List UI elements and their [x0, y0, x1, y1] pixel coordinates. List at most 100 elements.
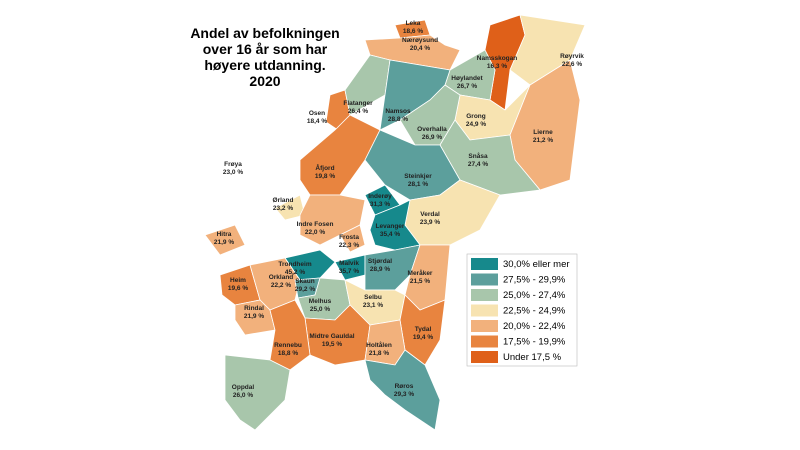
municipality-value: 26,9 %	[422, 134, 442, 141]
legend-swatch	[471, 335, 498, 348]
legend-swatch	[471, 289, 498, 301]
municipality-label: Verdal 23,9 %	[420, 211, 440, 226]
title-line: høyere utdanning.	[204, 57, 325, 73]
municipality-value: 18,4 %	[307, 118, 327, 125]
municipality-area	[339, 224, 366, 253]
municipality-label: Hitra 21,9 %	[214, 231, 234, 246]
municipality-name: Trondheim	[278, 261, 311, 268]
legend-label: 20,0% - 22,4%	[503, 321, 566, 332]
municipality-name: Oppdal	[232, 384, 255, 391]
municipality-name: Ørland	[273, 197, 294, 204]
municipality-value: 23,0 %	[223, 169, 243, 176]
legend-label: 17,5% - 19,9%	[503, 337, 566, 348]
municipality-name: Osen	[309, 110, 325, 117]
title-line: Andel av befolkningen	[190, 25, 339, 41]
municipality-area	[364, 349, 441, 431]
legend-swatch	[471, 273, 498, 286]
municipality-name: Rennebu	[274, 342, 302, 349]
map-areas	[204, 14, 586, 431]
municipality-name: Tydal	[415, 326, 432, 333]
municipality-name: Indre Fosen	[297, 221, 334, 228]
municipality-value: 23,9 %	[420, 219, 440, 226]
municipality-label: Steinkjer 28,1 %	[404, 173, 432, 188]
municipality-value: 19,4 %	[413, 334, 433, 341]
municipality-value: 21,9 %	[214, 239, 234, 246]
municipality-label: Melhus 25,0 %	[309, 298, 332, 313]
municipality-label: Oppdal 26,0 %	[232, 384, 255, 399]
municipality-label: Ørland 23,2 %	[273, 197, 294, 212]
municipality-name: Steinkjer	[404, 173, 432, 180]
municipality-name: Stjørdal	[368, 258, 392, 265]
municipality-value: 25,0 %	[310, 306, 330, 313]
municipality-name: Overhalla	[417, 126, 447, 133]
municipality-value: 19,5 %	[322, 341, 342, 348]
municipality-name: Grong	[466, 113, 486, 120]
legend-label: 27,5% - 29,9%	[503, 275, 566, 286]
municipality-value: 21,9 %	[244, 313, 264, 320]
municipality-name: Rindal	[244, 305, 264, 312]
municipality-value: 29,2 %	[295, 286, 315, 293]
municipality-value: 18,6 %	[403, 28, 423, 35]
legend-box	[466, 253, 578, 367]
municipality-area	[224, 354, 291, 431]
municipality-label: Leka 18,6 %	[403, 20, 423, 35]
municipality-name: Meråker	[408, 269, 433, 277]
municipality-value: 35,4 %	[380, 231, 400, 238]
municipality-name: Åfjord	[315, 163, 334, 172]
municipality-value: 28,1 %	[408, 181, 428, 188]
municipality-label: Rennebu 18,8 %	[274, 342, 302, 357]
municipality-label: Namsskogan 16,3 %	[477, 55, 517, 70]
municipality-label: Frosta 22,3 %	[339, 234, 359, 249]
municipality-name: Hitra	[217, 231, 232, 238]
municipality-name: Melhus	[309, 298, 332, 305]
municipality-name: Midtre Gauldal	[309, 333, 354, 340]
municipality-name: Orkland	[269, 274, 294, 281]
municipality-name: Heim	[230, 277, 246, 284]
municipality-label: Lierne 21,2 %	[533, 129, 553, 144]
municipality-label: Malvik 35,7 %	[339, 260, 359, 275]
municipality-value: 20,4 %	[410, 45, 430, 52]
municipality-name: Røyrvik	[560, 53, 584, 60]
municipality-label: Levanger 35,4 %	[376, 223, 405, 238]
municipality-label: Tydal 19,4 %	[413, 326, 433, 341]
municipality-name: Selbu	[364, 294, 382, 301]
municipality-value: 24,9 %	[466, 121, 486, 128]
municipality-value: 26,7 %	[457, 83, 477, 90]
legend-label: Under 17,5 %	[503, 352, 562, 363]
municipality-label: Overhalla 26,9 %	[417, 126, 447, 141]
municipality-value: 23,1 %	[363, 302, 383, 309]
municipality-label: Selbu 23,1 %	[363, 294, 383, 309]
municipality-label: Heim 19,6 %	[228, 277, 248, 292]
municipality-value: 29,3 %	[394, 391, 414, 398]
municipality-name: Frosta	[339, 234, 359, 241]
municipality-area	[204, 224, 246, 256]
municipality-label: Namsos 28,8 %	[385, 108, 411, 123]
title-line: over 16 år som har	[203, 41, 328, 57]
municipality-label: Osen 18,4 %	[307, 110, 327, 125]
municipality-label: Frøya 23,0 %	[223, 161, 243, 176]
legend-swatch	[471, 258, 498, 270]
municipality-value: 19,6 %	[228, 285, 248, 292]
title-line: 2020	[249, 73, 280, 89]
municipality-value: 22,2 %	[271, 282, 291, 289]
municipality-value: 21,8 %	[369, 350, 389, 357]
legend-swatch	[471, 304, 498, 317]
municipality-value: 31,3 %	[370, 201, 390, 208]
municipality-name: Holtålen	[366, 341, 392, 349]
municipality-value: 16,3 %	[487, 63, 507, 70]
legend: 30,0% eller mer 27,5% - 29,9% 25,0% - 27,4…	[466, 253, 578, 367]
legend-label: 25,0% - 27,4%	[503, 290, 566, 301]
municipality-label: Orkland 22,2 %	[269, 274, 294, 289]
municipality-name: Inderøy	[368, 193, 392, 200]
municipality-value: 35,7 %	[339, 268, 359, 275]
legend-label: 22,5% - 24,9%	[503, 306, 566, 317]
municipality-name: Lierne	[533, 129, 553, 136]
municipality-value: 26,0 %	[233, 392, 253, 399]
municipality-value: 28,8 %	[388, 116, 408, 123]
municipality-name: Namsos	[385, 108, 411, 115]
municipality-value: 21,5 %	[410, 278, 430, 285]
municipality-name: Nærøysund	[402, 37, 438, 44]
municipality-label: Flatanger 26,4 %	[343, 100, 373, 115]
municipality-value: 22,3 %	[339, 242, 359, 249]
